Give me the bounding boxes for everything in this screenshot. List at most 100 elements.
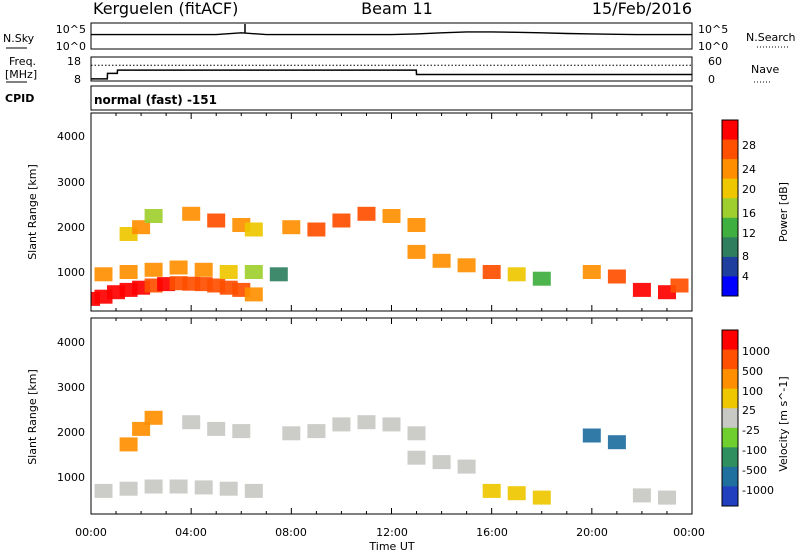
colorbar-swatch <box>722 447 738 468</box>
heatmap-cell <box>182 415 201 430</box>
heatmap-cell <box>307 424 326 439</box>
colorbar-swatch <box>722 369 738 390</box>
power-cb-tick-24: 24 <box>742 163 756 176</box>
heatmap-cell <box>507 486 526 501</box>
heatmap-cell <box>407 450 426 465</box>
colorbar-swatch <box>722 178 738 199</box>
x-axis: 00:00 04:00 08:00 12:00 16:00 20:00 00:0… <box>75 526 705 553</box>
heatmap-cell <box>382 209 401 223</box>
colorbar-swatch <box>722 486 738 507</box>
heatmap-cell <box>670 278 689 293</box>
heatmap-cell <box>532 271 551 286</box>
nsky-line <box>91 31 692 36</box>
beam-title: Beam 11 <box>361 0 433 18</box>
vel-cb-tick-500: 500 <box>742 365 763 378</box>
colorbar-swatch <box>722 120 738 141</box>
velocity-colorbar-swatches <box>722 330 738 507</box>
heatmap-cell <box>407 244 426 259</box>
heatmap-cell <box>632 488 651 503</box>
nsky-tick-bottom: 10^0 <box>56 40 86 53</box>
nave-label: Nave <box>751 63 779 76</box>
nave-tick-top: 60 <box>708 55 722 68</box>
heatmap-cell <box>507 267 526 282</box>
heatmap-cell <box>607 269 626 284</box>
vel-cb-tick-m25: -25 <box>742 424 760 437</box>
heatmap-cell <box>144 479 163 494</box>
heatmap-cell <box>119 481 138 496</box>
power-ytick-2000: 2000 <box>57 221 85 234</box>
freq-tick-bottom: 8 <box>74 73 81 86</box>
date-title: 15/Feb/2016 <box>592 0 692 18</box>
cpid-value: normal (fast) -151 <box>94 93 217 107</box>
vel-cb-tick-25: 25 <box>742 404 756 417</box>
heatmap-cell <box>632 282 651 297</box>
heatmap-cell <box>144 262 163 277</box>
heatmap-cell <box>144 209 163 223</box>
vel-cb-tick-m500: -500 <box>742 464 767 477</box>
xtick-0400: 04:00 <box>175 526 207 539</box>
vel-cb-tick-m1000: -1000 <box>742 484 774 497</box>
heatmap-cell <box>144 410 163 425</box>
colorbar-swatch <box>722 198 738 219</box>
colorbar-swatch <box>722 349 738 370</box>
power-ylabel: Slant Range [km] <box>26 164 39 260</box>
cpid-frame <box>90 85 693 111</box>
power-colorbar-frame <box>721 119 739 297</box>
colorbar-swatch <box>722 408 738 429</box>
heatmap-cell <box>357 415 376 430</box>
vel-cb-tick-100: 100 <box>742 385 763 398</box>
heatmap-cell <box>207 213 226 228</box>
heatmap-cell <box>457 459 476 474</box>
velocity-panel: Slant Range [km] 4000 3000 2000 1000 <box>26 317 693 515</box>
vel-cb-tick-1000: 1000 <box>742 345 770 358</box>
power-cb-tick-12: 12 <box>742 227 756 240</box>
velocity-ytick-4000: 4000 <box>57 336 85 349</box>
colorbar-swatch <box>722 388 738 409</box>
heatmap-cell <box>194 262 213 277</box>
power-ytick-4000: 4000 <box>57 130 85 143</box>
power-ytick-3000: 3000 <box>57 176 85 189</box>
freq-label-line2: [MHz] <box>5 68 37 81</box>
xtick-1200: 12:00 <box>376 526 408 539</box>
heatmap-cell <box>169 479 188 494</box>
freq-tick-top: 18 <box>67 55 81 68</box>
freq-line <box>91 69 692 80</box>
velocity-ticks <box>90 318 693 514</box>
cpid-label: CPID <box>5 92 34 105</box>
heatmap-cell <box>119 437 138 452</box>
heatmap-cell <box>382 417 401 432</box>
nsearch-label: N.Search <box>746 31 796 44</box>
heatmap-cell <box>332 417 351 432</box>
heatmap-cell <box>457 258 476 273</box>
heatmap-cell <box>282 426 301 441</box>
heatmap-cell <box>582 428 601 443</box>
power-cb-tick-28: 28 <box>742 139 756 152</box>
heatmap-cell <box>119 265 138 279</box>
heatmap-cell <box>407 218 426 232</box>
freq-frame <box>90 56 693 82</box>
power-ticks <box>90 113 693 311</box>
heatmap-cell <box>232 424 251 439</box>
heatmap-cell <box>132 220 151 235</box>
power-ytick-1000: 1000 <box>57 266 85 279</box>
power-cb-tick-20: 20 <box>742 183 756 196</box>
heatmap-cell <box>219 481 238 496</box>
power-cb-label: Power [dB] <box>777 182 790 242</box>
heatmap-cell <box>332 213 351 228</box>
xtick-0800: 08:00 <box>275 526 307 539</box>
nsearch-tick-top: 10^5 <box>698 23 728 36</box>
colorbar-swatch <box>722 330 738 351</box>
xtick-0000: 00:00 <box>75 526 107 539</box>
nsearch-tick-bottom: 10^0 <box>698 40 728 53</box>
power-colorbar-swatches <box>722 120 738 297</box>
heatmap-cell <box>182 206 201 221</box>
xtick-2400: 00:00 <box>673 526 705 539</box>
velocity-ytick-3000: 3000 <box>57 381 85 394</box>
colorbar-swatch <box>722 276 738 297</box>
nsky-tick-top: 10^5 <box>56 23 86 36</box>
freq-panel: Freq. [MHz] 18 8 60 0 Nave <box>5 55 779 86</box>
colorbar-swatch <box>722 256 738 277</box>
heatmap-cell <box>244 222 263 237</box>
heatmap-cell <box>432 253 451 268</box>
power-cb-tick-4: 4 <box>742 270 749 283</box>
